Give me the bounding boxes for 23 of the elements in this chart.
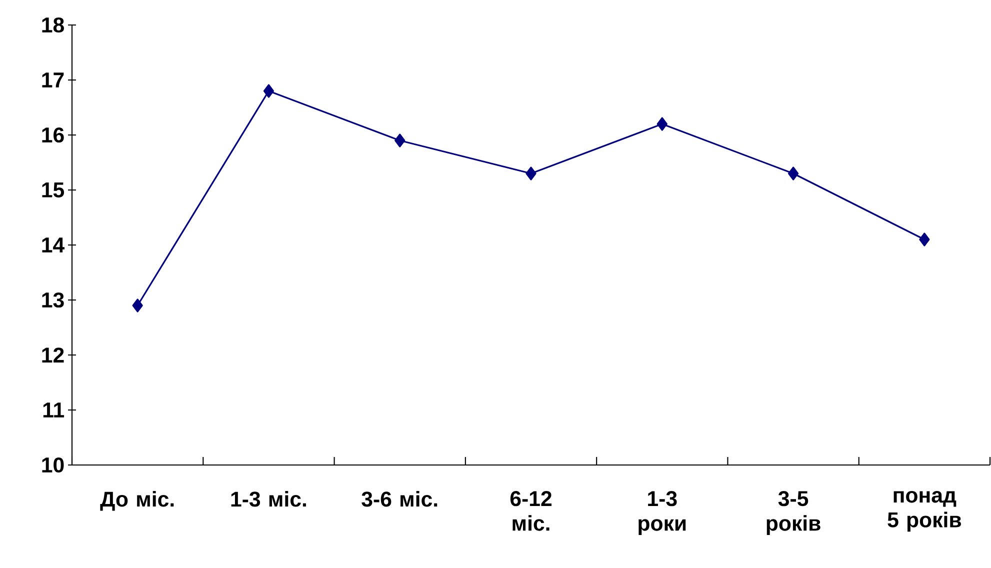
point — [919, 232, 930, 246]
x-tick-label: понад 5 років — [888, 491, 961, 532]
x-tick-label: До міс. — [100, 491, 174, 511]
x-tick-label: 6-12 міс. — [510, 491, 552, 531]
x-tick-label: 1-3 роки — [638, 491, 686, 536]
x-tick-label: 3-5 років — [766, 491, 820, 536]
y-tick-label: 17 — [42, 72, 64, 88]
x-tick-label: 1-3 міс. — [231, 491, 306, 507]
y-tick-label: 11 — [43, 402, 64, 418]
y-tick-label: 16 — [42, 127, 64, 143]
x-tick-label: 3-6 міс. — [362, 491, 438, 507]
y-tick-label: 18 — [42, 17, 64, 33]
point — [263, 84, 274, 98]
point — [394, 134, 406, 148]
point — [656, 117, 668, 131]
point — [526, 166, 536, 180]
point — [132, 298, 143, 312]
point — [788, 166, 799, 180]
y-tick-label: 10 — [42, 457, 64, 473]
y-tick-label: 14 — [42, 238, 65, 252]
y-tick-label: 15 — [42, 182, 64, 198]
y-tick-label: 12 — [42, 348, 64, 362]
y-tick-label: 13 — [42, 292, 64, 308]
